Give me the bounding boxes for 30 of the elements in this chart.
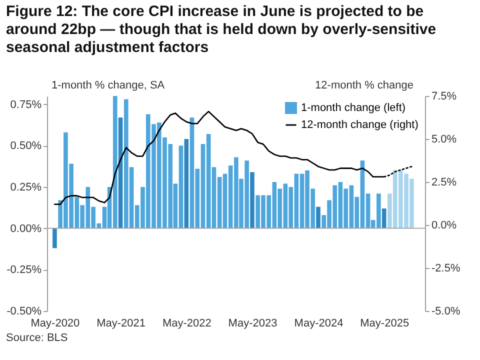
x-tick-label: May-2022 (162, 318, 212, 330)
x-tick-label: May-2021 (96, 318, 146, 330)
bar (316, 206, 320, 228)
x-tick-label: May-2025 (360, 318, 410, 330)
bar (52, 228, 57, 248)
y2-tick-label: 7.5% (432, 90, 457, 102)
y-tick-label: 0.00% (10, 222, 42, 235)
y-tick-label: 0.75% (10, 98, 42, 111)
bar (184, 139, 189, 228)
y-tick-label: -0.25% (6, 264, 42, 276)
y-tick-label: 0.50% (10, 140, 42, 152)
bar (382, 208, 386, 228)
y2-axis-title: 12-month % change (315, 80, 414, 92)
chart-title: Figure 12: The core CPI increase in June is projected to be around 22bp — though that is held down by overly-sensitive seasonal adjustment factors (5, 2, 438, 58)
y2-tick-label: -5.0% (432, 306, 460, 318)
y2-tick-label: 2.5% (432, 176, 457, 188)
bar (118, 118, 123, 228)
y2-tick-label: -2.5% (432, 262, 460, 274)
x-tick-label: May-2020 (30, 318, 80, 330)
y-axis-title: 1-month % change, SA (52, 80, 166, 92)
bar (250, 172, 254, 228)
y2-tick-label: 5.0% (432, 134, 457, 146)
x-tick-label: May-2023 (228, 318, 278, 330)
source-note: Source: BLS (6, 332, 69, 344)
legend-label: 1-month change (left) (301, 102, 406, 114)
y2-tick-label: 0.0% (432, 220, 457, 232)
y-tick-label: 0.25% (10, 181, 42, 194)
y-tick-label: -0.50% (6, 306, 42, 318)
x-tick-label: May-2024 (294, 318, 344, 330)
legend-label: 12-month change (right) (301, 119, 418, 131)
